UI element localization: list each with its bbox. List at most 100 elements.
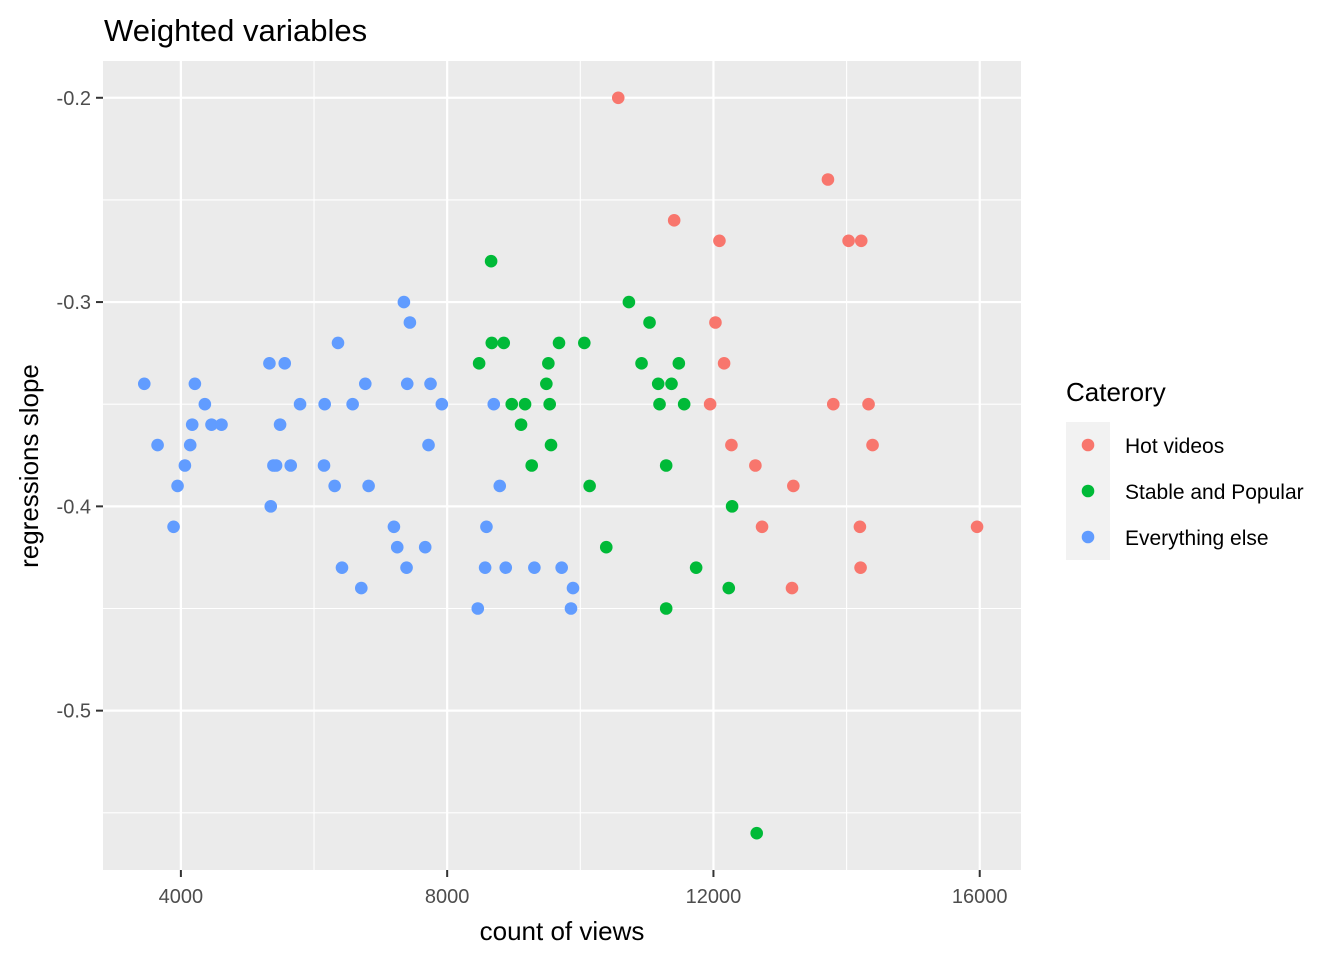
x-axis-title: count of views bbox=[480, 916, 645, 946]
scatter-point bbox=[755, 520, 769, 534]
scatter-point bbox=[826, 397, 840, 411]
scatter-point bbox=[578, 336, 591, 350]
scatter-point bbox=[185, 418, 199, 431]
scatter-point bbox=[540, 377, 553, 391]
scatter-point bbox=[842, 234, 855, 248]
legend-item: Hot videos bbox=[1066, 422, 1224, 468]
scatter-point bbox=[346, 397, 359, 411]
scatter-point bbox=[787, 479, 800, 493]
legend-label: Hot videos bbox=[1125, 435, 1224, 458]
legend-marker bbox=[1081, 484, 1095, 498]
scatter-point bbox=[665, 377, 678, 391]
scatter-point bbox=[167, 520, 180, 534]
scatter-point bbox=[564, 602, 578, 615]
scatter-point bbox=[785, 581, 799, 595]
scatter-point bbox=[400, 377, 414, 391]
scatter-point bbox=[390, 540, 404, 554]
x-tick-label: 16000 bbox=[952, 886, 1008, 908]
scatter-point bbox=[422, 438, 435, 452]
scatter-point bbox=[335, 561, 349, 574]
scatter-point bbox=[583, 479, 596, 493]
legend-item: Stable and Popular bbox=[1066, 468, 1304, 514]
scatter-point bbox=[478, 561, 492, 574]
scatter-point bbox=[722, 581, 736, 595]
scatter-point bbox=[659, 459, 673, 472]
scatter-point bbox=[717, 357, 731, 370]
scatter-point bbox=[397, 295, 411, 309]
scatter-point bbox=[424, 377, 437, 391]
scatter-point bbox=[672, 357, 686, 370]
scatter-point bbox=[651, 377, 665, 391]
legend-title: Caterory bbox=[1066, 377, 1166, 407]
x-tick-label: 8000 bbox=[425, 886, 470, 908]
scatter-point bbox=[703, 397, 717, 411]
scatter-point bbox=[269, 459, 283, 472]
scatter-point bbox=[472, 357, 486, 370]
legend-item: Everything else bbox=[1066, 514, 1269, 560]
legend-marker bbox=[1081, 438, 1095, 452]
scatter-point bbox=[485, 336, 499, 350]
scatter-point bbox=[400, 561, 413, 574]
scatter-point bbox=[611, 91, 625, 105]
scatter-point bbox=[749, 459, 762, 472]
scatter-point bbox=[137, 377, 151, 391]
scatter-point bbox=[543, 397, 556, 411]
scatter-point bbox=[362, 479, 375, 493]
scatter-point bbox=[525, 459, 539, 472]
scatter-point bbox=[667, 214, 681, 227]
scatter-point bbox=[866, 438, 879, 452]
scatter-point bbox=[635, 357, 648, 370]
scatter-point bbox=[750, 826, 764, 840]
x-tick-label: 12000 bbox=[686, 886, 742, 908]
scatter-point bbox=[505, 397, 519, 411]
scatter-point bbox=[544, 438, 558, 452]
y-tick-label: -0.3 bbox=[57, 292, 91, 314]
scatter-point bbox=[278, 357, 292, 370]
scatter-point bbox=[518, 397, 532, 411]
scatter-point bbox=[188, 377, 202, 391]
scatter-point bbox=[854, 234, 868, 248]
series-2 bbox=[137, 295, 580, 615]
scatter-point bbox=[599, 540, 613, 554]
scatter-point bbox=[354, 581, 368, 595]
legend-items: Hot videos Stable and Popular Everything e… bbox=[1066, 422, 1304, 560]
scatter-point bbox=[387, 520, 401, 534]
scatter-point bbox=[358, 377, 372, 391]
series-0 bbox=[611, 91, 984, 595]
scatter-point bbox=[284, 459, 298, 472]
scatter-point bbox=[198, 397, 212, 411]
data-points bbox=[137, 91, 984, 840]
scatter-point bbox=[418, 540, 432, 554]
scatter-point bbox=[205, 418, 218, 431]
scatter-point bbox=[709, 316, 722, 329]
scatter-point bbox=[273, 418, 287, 431]
scatter-point bbox=[653, 397, 666, 411]
scatter-point bbox=[853, 520, 867, 534]
scatter-point bbox=[263, 357, 276, 370]
scatter-point bbox=[552, 336, 566, 350]
scatter-point bbox=[480, 520, 493, 534]
major-gridlines bbox=[103, 61, 1021, 870]
scatter-point bbox=[566, 581, 580, 595]
legend-marker bbox=[1081, 530, 1095, 544]
scatter-point bbox=[622, 295, 636, 309]
scatter-point bbox=[713, 234, 726, 248]
scatter-point bbox=[555, 561, 568, 574]
plot-panel bbox=[103, 61, 1021, 870]
legend-label: Everything else bbox=[1125, 527, 1269, 550]
scatter-point bbox=[659, 602, 673, 615]
scatter-point bbox=[264, 500, 278, 513]
series-1 bbox=[472, 254, 764, 840]
y-axis-title: regressions slope bbox=[14, 364, 44, 568]
scatter-point bbox=[854, 561, 867, 574]
scatter-point bbox=[542, 357, 555, 370]
y-axis-ticks: -0.2 -0.3 -0.4 -0.5 bbox=[57, 88, 103, 723]
scatter-point bbox=[484, 254, 498, 268]
scatter-point bbox=[151, 438, 164, 452]
y-tick-label: -0.4 bbox=[57, 496, 91, 518]
scatter-point bbox=[328, 479, 341, 493]
scatter-point bbox=[317, 459, 331, 472]
scatter-point bbox=[215, 418, 228, 431]
scatter-point bbox=[514, 418, 528, 431]
